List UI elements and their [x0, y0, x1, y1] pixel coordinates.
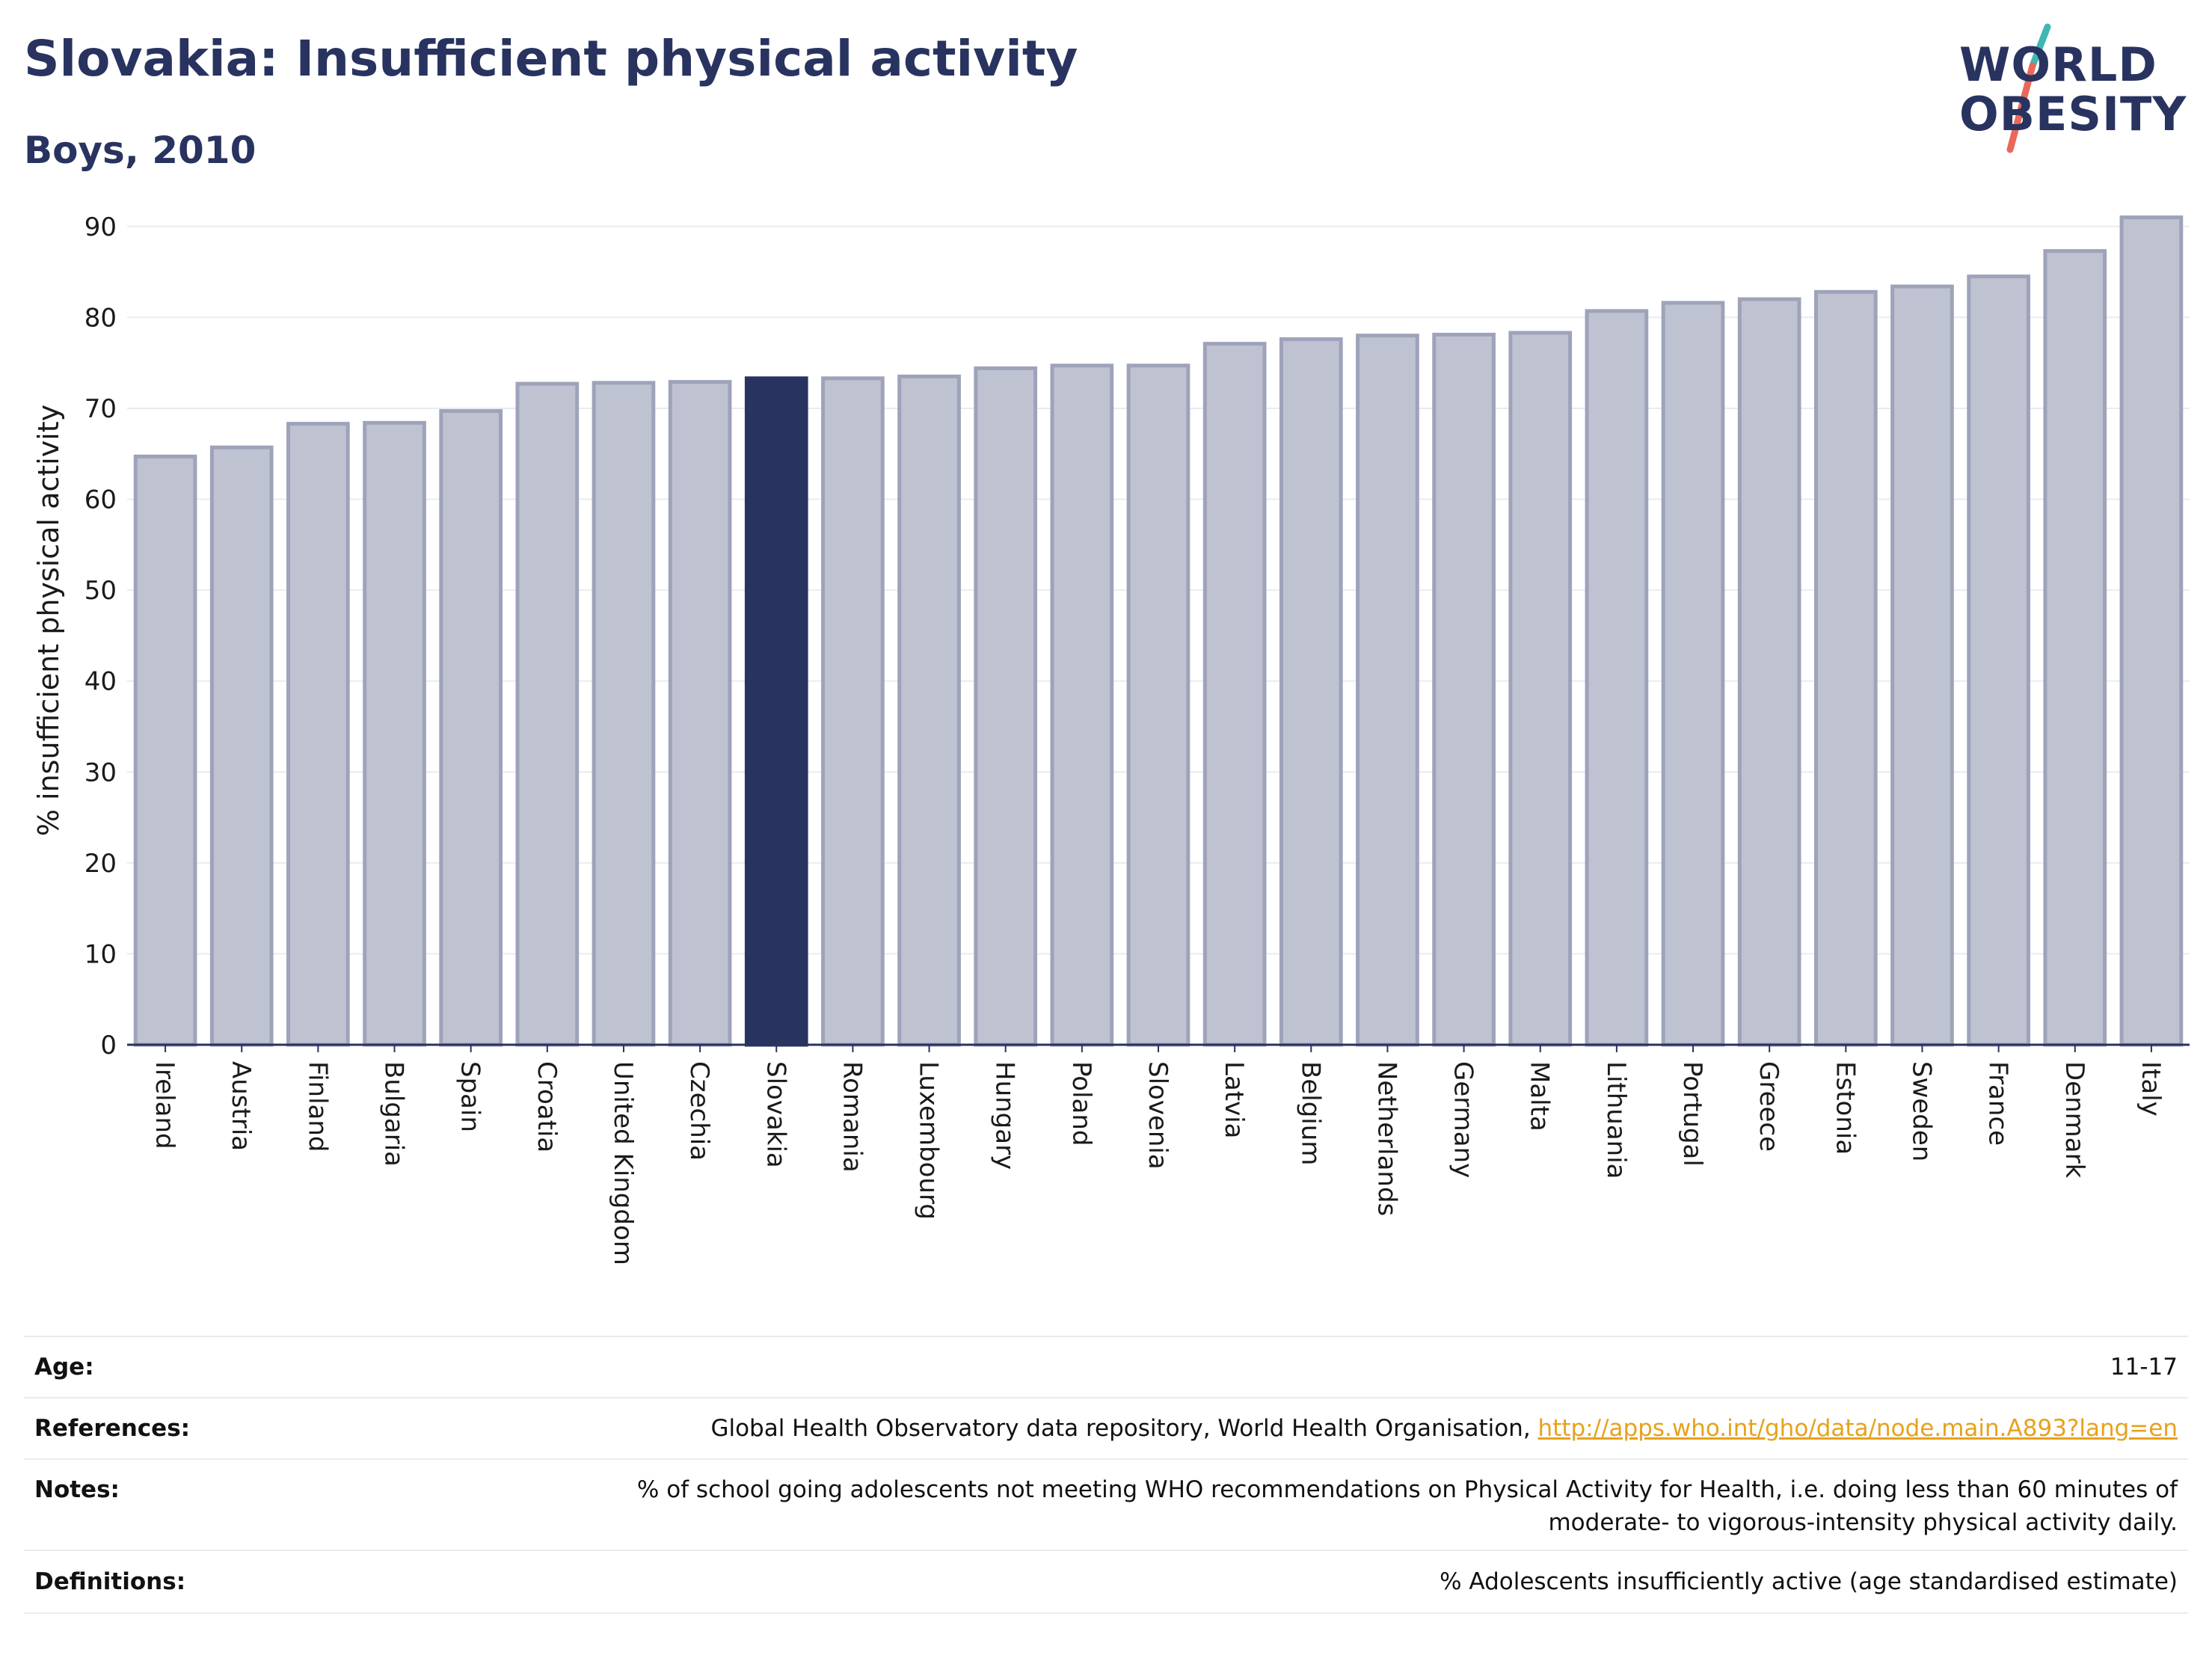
- meta-value: % Adolescents insufficiently active (age…: [1440, 1568, 2178, 1595]
- bar-czechia: [668, 380, 732, 1047]
- logo-line-1: WORLD: [1959, 37, 2157, 92]
- x-tick-label: France: [1983, 1061, 2013, 1146]
- y-tick-label: 90: [85, 212, 117, 242]
- page-subtitle: Boys, 2010: [24, 129, 256, 172]
- bar-austria: [209, 445, 274, 1047]
- reference-link[interactable]: http://apps.who.int/gho/data/node.main.A…: [1537, 1415, 2178, 1442]
- bar-poland: [1050, 363, 1114, 1047]
- y-tick-label: 50: [85, 576, 117, 606]
- meta-row-notes: Notes: % of school going adolescents not…: [24, 1458, 2188, 1550]
- bar-greece: [1737, 297, 1801, 1047]
- x-tick-label: Denmark: [2059, 1061, 2089, 1179]
- x-tick-label: Greece: [1754, 1061, 1784, 1152]
- bar-hungary: [974, 366, 1038, 1047]
- x-tick-label: United Kingdom: [608, 1061, 638, 1265]
- x-tick-label: Netherlands: [1371, 1061, 1401, 1216]
- x-tick-label: Austria: [226, 1061, 256, 1151]
- meta-label: Definitions:: [34, 1568, 186, 1595]
- bar-romania: [821, 376, 885, 1047]
- x-tick-label: Romania: [837, 1061, 867, 1173]
- x-tick-label: Finland: [302, 1061, 332, 1152]
- x-tick-label: Lithuania: [1601, 1061, 1631, 1179]
- y-tick-label: 10: [85, 939, 117, 969]
- x-tick-label: Czechia: [684, 1061, 714, 1161]
- bar-chart: 0 10 20 30 40 50 60 70 80 90 Ireland Austria Finlan…: [32, 212, 2190, 1265]
- y-tick-label: 0: [100, 1031, 117, 1060]
- x-tick-label: Belgium: [1295, 1061, 1325, 1165]
- logo-slash-icon: [2006, 23, 2051, 153]
- y-tick-label: 70: [85, 394, 117, 424]
- y-tick-label: 20: [85, 849, 117, 879]
- x-tick-label: Bulgaria: [379, 1061, 409, 1167]
- meta-row-references: References: Global Health Observatory da…: [24, 1397, 2188, 1458]
- bar-croatia: [515, 381, 580, 1047]
- x-tick-label: Germany: [1448, 1061, 1478, 1178]
- x-tick-label: Italy: [2136, 1061, 2166, 1117]
- world-obesity-logo: WORLD OBESITY: [1944, 21, 2199, 156]
- bar-belgium: [1279, 337, 1343, 1047]
- reference-text: Global Health Observatory data repositor…: [710, 1415, 1531, 1442]
- x-tick-label: Poland: [1066, 1061, 1096, 1146]
- bar-united-kingdom: [592, 381, 656, 1047]
- y-tick-label: 60: [85, 485, 117, 515]
- bar-ireland: [133, 454, 197, 1047]
- x-tick-label: Slovakia: [761, 1061, 790, 1168]
- bar-lithuania: [1585, 309, 1649, 1047]
- bar-portugal: [1661, 301, 1725, 1047]
- x-tick-label: Malta: [1525, 1061, 1555, 1132]
- bar-latvia: [1202, 342, 1267, 1047]
- x-tick-label: Ireland: [150, 1061, 179, 1149]
- bar-malta: [1508, 331, 1573, 1047]
- logo-line-2: OBESITY: [1959, 87, 2187, 141]
- bar-slovenia: [1126, 363, 1191, 1047]
- bars: [133, 215, 2184, 1047]
- meta-label: References:: [34, 1415, 191, 1442]
- x-tick-label: Estonia: [1830, 1061, 1860, 1155]
- bar-bulgaria: [363, 420, 426, 1047]
- meta-label: Age:: [34, 1354, 94, 1381]
- meta-row-definitions: Definitions: % Adolescents insufficientl…: [24, 1550, 2188, 1614]
- x-tick-label: Luxembourg: [914, 1061, 944, 1220]
- x-tick-label: Latvia: [1219, 1061, 1249, 1139]
- bar-italy: [2119, 215, 2184, 1047]
- y-tick-label: 30: [85, 758, 117, 787]
- page-title: Slovakia: Insufficient physical activity: [24, 30, 1078, 87]
- meta-value: 11-17: [2110, 1354, 2178, 1381]
- bar-sweden: [1890, 284, 1954, 1047]
- x-tick-label: Slovenia: [1143, 1061, 1173, 1170]
- x-tick-label: Croatia: [532, 1061, 562, 1152]
- bar-netherlands: [1356, 334, 1419, 1047]
- y-tick-label: 80: [85, 303, 117, 333]
- bar-france: [1967, 274, 2030, 1047]
- meta-value: % of school going adolescents not meetin…: [636, 1476, 2178, 1536]
- bar-estonia: [1813, 289, 1878, 1047]
- meta-row-age: Age: 11-17: [24, 1336, 2188, 1397]
- x-tick-label: Portugal: [1677, 1061, 1707, 1167]
- metadata-table: Age: 11-17 References: Global Health Obs…: [24, 1336, 2188, 1614]
- meta-label: Notes:: [34, 1476, 120, 1503]
- y-tick-label: 40: [85, 667, 117, 697]
- y-axis-ticks: 0 10 20 30 40 50 60 70 80 90: [85, 212, 117, 1060]
- bar-finland: [286, 422, 350, 1047]
- bar-denmark: [2043, 249, 2107, 1047]
- meta-value: Global Health Observatory data repositor…: [710, 1412, 2188, 1445]
- bar-luxembourg: [897, 374, 961, 1047]
- x-tick-label: Spain: [455, 1061, 485, 1132]
- x-tick-label: Sweden: [1906, 1061, 1936, 1161]
- x-tick-label: Hungary: [990, 1061, 1020, 1170]
- bar-slovakia: [744, 376, 808, 1047]
- y-axis-label: % insufficient physical activity: [32, 405, 65, 836]
- bar-germany: [1432, 332, 1496, 1047]
- bar-spain: [439, 409, 503, 1047]
- x-axis-ticks: Ireland Austria Finland Bulgaria Spain Croati…: [150, 1045, 2166, 1265]
